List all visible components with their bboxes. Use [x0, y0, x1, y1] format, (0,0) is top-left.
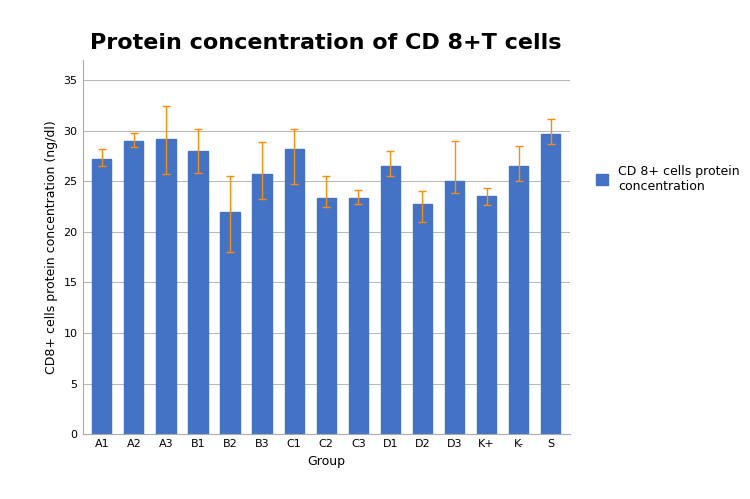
Bar: [284, 149, 304, 434]
Bar: [381, 166, 400, 434]
Bar: [413, 204, 432, 434]
Bar: [124, 141, 143, 434]
Bar: [445, 181, 464, 434]
Bar: [316, 199, 336, 434]
Bar: [92, 159, 111, 434]
Bar: [349, 199, 368, 434]
Legend: CD 8+ cells protein
concentration: CD 8+ cells protein concentration: [591, 160, 745, 198]
Title: Protein concentration of CD 8+T cells: Protein concentration of CD 8+T cells: [91, 33, 562, 53]
Y-axis label: CD8+ cells protein concentration (ng/dl): CD8+ cells protein concentration (ng/dl): [45, 120, 58, 374]
Bar: [253, 174, 272, 434]
Bar: [477, 197, 496, 434]
Bar: [220, 212, 240, 434]
Bar: [188, 151, 208, 434]
Bar: [156, 139, 176, 434]
Bar: [509, 166, 528, 434]
Bar: [542, 134, 560, 434]
X-axis label: Group: Group: [308, 455, 345, 468]
